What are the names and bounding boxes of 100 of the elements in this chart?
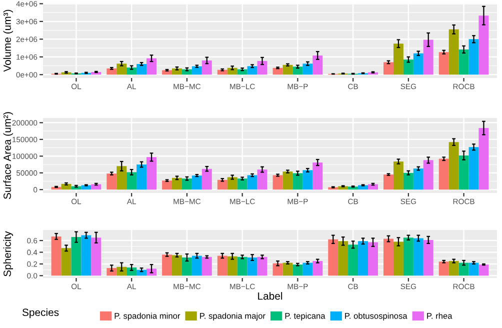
bar	[423, 160, 434, 190]
bar	[423, 240, 434, 276]
bar	[384, 174, 394, 190]
bar	[384, 62, 394, 75]
legend-label: P. spadonia major	[200, 312, 266, 320]
bar	[328, 239, 338, 276]
bar	[192, 66, 202, 75]
legend-label: P. tepicana	[285, 312, 326, 320]
x-axis-title: Label	[258, 292, 282, 300]
bar	[116, 266, 127, 276]
bar	[312, 162, 323, 190]
bar	[368, 184, 378, 190]
bar	[458, 49, 469, 75]
bar	[338, 241, 348, 276]
y-axis-title: Surface Area (um²)	[3, 112, 13, 200]
bar	[172, 178, 182, 190]
bar	[448, 29, 459, 75]
bar	[438, 262, 449, 276]
bar	[302, 64, 313, 75]
bar	[312, 261, 323, 276]
bar	[282, 64, 293, 75]
bar	[413, 168, 424, 190]
bar	[192, 256, 202, 276]
bar	[348, 186, 358, 190]
bar	[257, 256, 268, 276]
bar	[448, 261, 459, 276]
bar	[116, 64, 127, 75]
bar	[272, 175, 283, 190]
bar	[413, 238, 424, 276]
bar	[272, 263, 283, 276]
bar	[302, 262, 313, 276]
bar	[348, 244, 358, 276]
bar	[146, 58, 156, 75]
bar	[217, 256, 228, 276]
bar	[136, 64, 147, 75]
bar	[282, 172, 293, 190]
bar	[393, 44, 404, 75]
bar	[126, 68, 137, 75]
bar	[312, 55, 323, 75]
bar	[247, 258, 258, 276]
bar	[448, 142, 459, 190]
bar	[393, 161, 404, 190]
bar	[91, 238, 102, 276]
bar	[182, 258, 192, 276]
bar	[423, 40, 434, 75]
bar	[51, 236, 62, 276]
bar	[468, 262, 479, 276]
legend-label: P. spadonia minor	[114, 312, 180, 320]
bar	[358, 241, 368, 276]
bar	[91, 184, 102, 190]
bar	[257, 170, 268, 190]
bar	[438, 158, 449, 190]
bar	[227, 256, 238, 276]
bar	[237, 178, 248, 190]
bar	[272, 68, 283, 75]
bar	[413, 53, 424, 75]
bar	[182, 178, 192, 190]
legend-title: Species	[22, 308, 59, 318]
bar	[136, 270, 147, 276]
bar	[61, 248, 72, 276]
legend-label: P. rhea	[427, 312, 452, 319]
bar	[478, 16, 489, 75]
bar	[237, 69, 248, 75]
bar	[292, 264, 303, 276]
bar	[81, 235, 92, 276]
bar	[393, 242, 404, 276]
bar	[403, 172, 414, 190]
bar	[282, 262, 293, 276]
bar	[438, 52, 449, 75]
bar	[126, 267, 137, 276]
bar	[403, 238, 414, 276]
y-axis-title: Sphericity	[3, 231, 13, 276]
bar	[146, 157, 156, 190]
bar	[162, 70, 172, 75]
y-axis-title: Volume (um³)	[3, 10, 13, 72]
bar	[247, 66, 258, 75]
bar	[292, 66, 303, 75]
bar	[292, 173, 303, 190]
bar	[71, 237, 82, 276]
bar	[202, 256, 212, 276]
bar	[106, 174, 117, 190]
bar	[237, 256, 248, 276]
bar	[162, 254, 172, 276]
bar	[458, 262, 469, 276]
bar	[384, 238, 394, 276]
bar	[458, 155, 469, 190]
bar	[247, 175, 258, 190]
bar	[468, 147, 479, 190]
bar	[116, 166, 127, 190]
bar	[192, 176, 202, 190]
bar	[478, 128, 489, 190]
legend-label: P. obtusospinosa	[345, 312, 408, 320]
bar	[302, 170, 313, 190]
bar	[106, 268, 117, 276]
bar	[202, 60, 212, 75]
bar	[403, 60, 414, 75]
bar	[162, 180, 172, 190]
bar	[257, 60, 268, 75]
bar	[172, 255, 182, 276]
bar	[172, 68, 182, 75]
